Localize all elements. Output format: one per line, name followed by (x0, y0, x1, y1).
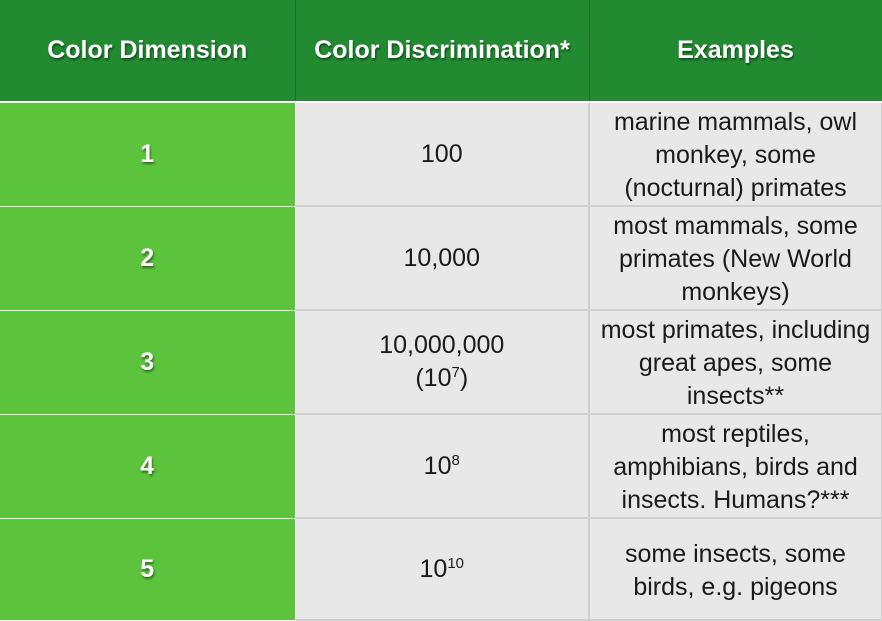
examples-cell: most primates, including great apes, som… (589, 310, 882, 415)
power-base: 10 (423, 364, 452, 392)
power-base: 10 (423, 451, 452, 480)
power-exponent: 10 (447, 554, 464, 572)
table-row: 3 10,000,000 (107) most primates, including… (0, 310, 882, 415)
color-discrimination-cell: 100 (295, 102, 590, 207)
examples-cell: some insects, some birds, e.g. pigeons (589, 518, 882, 621)
color-discrimination-cell: 108 (295, 414, 590, 519)
color-discrimination-cell: 10,000 (295, 206, 590, 311)
examples-text: most mammals, some primates (New World m… (613, 212, 858, 306)
color-dimension-cell: 5 (0, 518, 296, 621)
examples-text: some insects, some birds, e.g. pigeons (625, 539, 846, 601)
examples-text: marine mammals, owl monkey, some (noctur… (613, 108, 858, 202)
table-row: 2 10,000 most mammals, some primates (New … (0, 206, 882, 311)
power-base: 10 (419, 554, 448, 583)
color-dimension-cell: 2 (0, 206, 296, 311)
table-row: 4 108 most reptiles, amphibians, birds and… (0, 414, 882, 519)
discrimination-value: 10,000,000 (379, 331, 505, 359)
color-discrimination-cell: 10,000,000 (107) (295, 310, 590, 415)
discrimination-power-notation: 1010 (420, 555, 465, 583)
power-exponent: 7 (451, 364, 460, 381)
color-dimension-cell: 3 (0, 310, 296, 415)
header-examples: Examples (589, 0, 882, 103)
table-row: 5 1010 some insects, some birds, e.g. pige… (0, 518, 882, 621)
table-row: 1 100 marine mammals, owl monkey, some (no… (0, 102, 882, 207)
power-exponent: 8 (451, 451, 460, 469)
header-color-discrimination: Color Discrimination* (295, 0, 590, 103)
color-dimension-cell: 4 (0, 414, 296, 519)
color-discrimination-cell: 1010 (295, 518, 590, 621)
discrimination-value: 100 (420, 139, 463, 168)
header-row: Color Dimension Color Discrimination* Ex… (0, 0, 882, 103)
discrimination-value: 10,000 (403, 243, 480, 272)
examples-cell: most mammals, some primates (New World m… (589, 206, 882, 311)
header-color-dimension: Color Dimension (0, 0, 296, 103)
examples-text: most primates, including great apes, som… (600, 316, 871, 410)
discrimination-power-notation: 108 (424, 452, 460, 480)
discrimination-power-notation: (107) (415, 364, 469, 392)
examples-cell: most reptiles, amphibians, birds and ins… (589, 414, 882, 519)
examples-cell: marine mammals, owl monkey, some (noctur… (589, 102, 882, 207)
examples-text: most reptiles, amphibians, birds and ins… (613, 420, 858, 514)
color-dimension-cell: 1 (0, 102, 296, 207)
